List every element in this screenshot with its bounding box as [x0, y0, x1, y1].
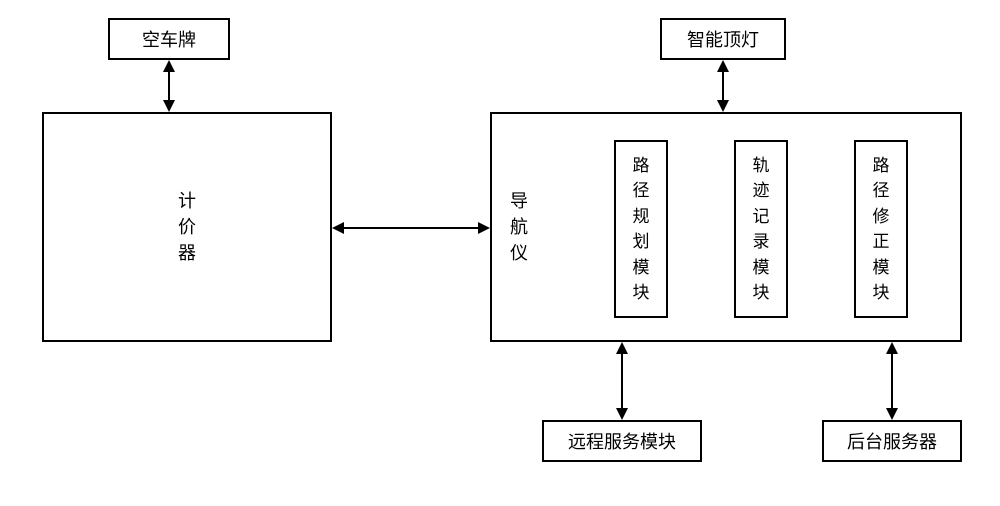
edge-top-light-navigator	[713, 60, 733, 112]
node-meter: 计价器	[42, 112, 332, 342]
edge-empty-sign-meter	[159, 60, 179, 112]
edge-navigator-backend	[882, 342, 902, 420]
node-backend-label: 后台服务器	[847, 428, 937, 454]
nav-module-1-label: 轨迹记录模块	[753, 153, 770, 306]
node-empty-sign: 空车牌	[108, 18, 230, 60]
nav-module-0: 路径规划模块	[614, 140, 668, 318]
node-top-light-label: 智能顶灯	[687, 26, 759, 52]
node-top-light: 智能顶灯	[660, 18, 786, 60]
node-navigator-label: 导航仪	[510, 188, 528, 266]
edge-navigator-remote	[612, 342, 632, 420]
nav-module-1: 轨迹记录模块	[734, 140, 788, 318]
nav-module-0-label: 路径规划模块	[633, 153, 650, 306]
node-navigator: 导航仪 路径规划模块 轨迹记录模块 路径修正模块	[490, 112, 962, 342]
node-remote-label: 远程服务模块	[568, 428, 676, 454]
nav-module-2: 路径修正模块	[854, 140, 908, 318]
nav-module-2-label: 路径修正模块	[873, 153, 890, 306]
node-empty-sign-label: 空车牌	[142, 26, 196, 52]
node-meter-label: 计价器	[178, 188, 196, 266]
node-remote: 远程服务模块	[542, 420, 702, 462]
edge-meter-navigator	[332, 218, 490, 238]
node-backend: 后台服务器	[822, 420, 962, 462]
